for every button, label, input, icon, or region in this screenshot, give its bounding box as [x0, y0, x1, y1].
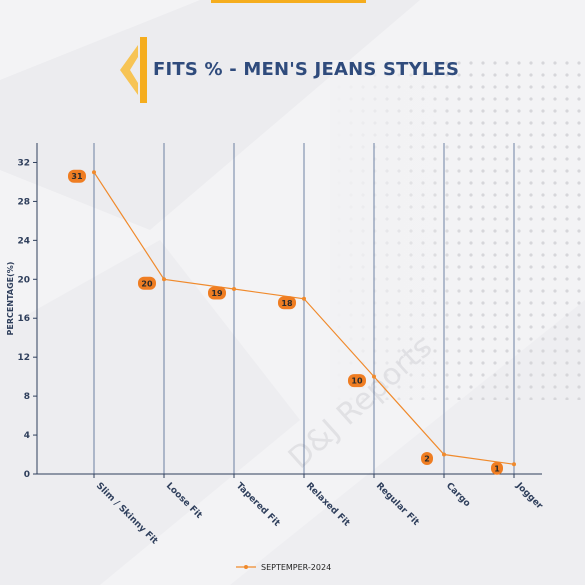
- x-axis-ticks: Slim / Skinny Fit Loose Fit Tapered Fit Rel…: [93, 474, 545, 547]
- watermark: D&J Reports: [282, 330, 439, 476]
- x-tick-label-2: Tapered Fit: [234, 481, 282, 529]
- data-label-4: 10: [351, 377, 363, 386]
- data-label-0: 31: [71, 172, 83, 181]
- y-tick-label-16: 16: [17, 314, 30, 324]
- data-label-1: 20: [141, 279, 153, 288]
- data-point-6: [512, 462, 516, 467]
- y-tick-label-0: 0: [24, 470, 30, 480]
- watermark-text: D&J Reports: [282, 330, 439, 476]
- page-title: FITS % - MEN'S JEANS STYLES: [153, 59, 460, 80]
- data-point-3: [302, 296, 306, 301]
- data-label-bg-5: [421, 452, 433, 466]
- data-label-bg-4: [348, 374, 366, 388]
- data-point-0: [92, 170, 96, 175]
- x-tick-label-3: Relaxed Fit: [304, 481, 352, 529]
- data-point-4: [372, 374, 376, 379]
- series-line: [92, 170, 516, 467]
- data-label-5: 2: [424, 455, 430, 464]
- data-label-bg-2: [208, 286, 226, 300]
- data-label-bg-1: [138, 276, 156, 290]
- axes: [36, 143, 542, 475]
- legend: SEPTEMPER-2024: [236, 563, 331, 572]
- data-label-bg-0: [68, 169, 86, 183]
- chevron-accent-icon: [120, 37, 147, 103]
- data-point-5: [442, 452, 446, 457]
- data-label-bg-6: [491, 461, 503, 475]
- x-tick-label-1: Loose Fit: [164, 481, 204, 521]
- y-tick-label-8: 8: [24, 392, 30, 402]
- data-labels: 31 20 19 18 10 2 1: [68, 169, 503, 475]
- data-label-6: 1: [494, 464, 500, 473]
- data-label-bg-3: [278, 296, 296, 310]
- y-axis-label: PERCENTAGE(%): [6, 262, 15, 336]
- y-tick-label-28: 28: [17, 197, 30, 207]
- y-tick-label-24: 24: [17, 236, 30, 246]
- legend-marker: [244, 565, 248, 569]
- x-tick-label-5: Cargo: [444, 481, 472, 509]
- y-tick-label-4: 4: [24, 431, 30, 441]
- grid-lines: [93, 143, 515, 474]
- x-tick-label-6: Jogger: [513, 480, 544, 511]
- top-accent-bar: [211, 0, 366, 3]
- chart-title-block: FITS % - MEN'S JEANS STYLES: [116, 37, 476, 103]
- x-tick-label-4: Regular Fit: [374, 481, 421, 528]
- legend-label: SEPTEMPER-2024: [261, 563, 331, 572]
- x-tick-label-0: Slim / Skinny Fit: [94, 481, 160, 547]
- y-tick-label-32: 32: [17, 158, 30, 168]
- y-tick-label-20: 20: [17, 275, 30, 285]
- y-tick-label-12: 12: [17, 353, 30, 363]
- y-axis-ticks: 0 4 8 12 16 20 24 28 32 PERCENTAGE(%): [6, 158, 37, 480]
- data-point-2: [232, 287, 236, 292]
- data-label-3: 18: [281, 299, 293, 308]
- data-label-2: 19: [211, 289, 223, 298]
- data-point-1: [162, 277, 166, 282]
